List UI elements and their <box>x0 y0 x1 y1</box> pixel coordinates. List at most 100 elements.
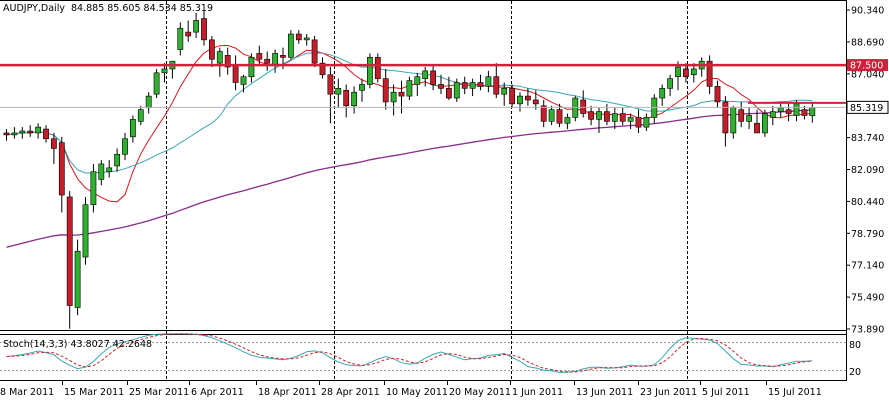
candle-body <box>43 128 49 140</box>
candle-body <box>461 82 468 89</box>
current-price-tag <box>846 100 889 114</box>
candle-body <box>477 82 484 87</box>
candle-body <box>98 163 105 180</box>
slow-moving-average-line <box>6 109 813 248</box>
candle-body <box>343 89 350 107</box>
candle-body <box>801 109 808 116</box>
candle-body <box>177 27 184 50</box>
candle-body <box>122 138 128 155</box>
candle-body <box>90 171 97 205</box>
candle-body <box>675 66 681 78</box>
candle-body <box>11 132 18 136</box>
candle-body <box>682 68 689 78</box>
stoch-signal-line <box>6 333 813 373</box>
candle-body <box>722 101 729 134</box>
date-tick-label: 23 Jun 2011 <box>640 387 697 398</box>
candle-body <box>295 33 302 41</box>
candle-body <box>374 57 381 79</box>
candle-body <box>398 91 405 97</box>
candle-body <box>580 99 587 114</box>
candle-body <box>58 142 65 196</box>
symbol-label: AUDJPY,Daily <box>3 3 65 14</box>
date-tick-label: 8 Mar 2011 <box>0 387 54 398</box>
stoch-level-label: 20 <box>849 367 861 378</box>
candle-body <box>643 117 650 128</box>
candle-body <box>145 95 152 109</box>
candle-body <box>809 107 816 117</box>
candle-body <box>548 109 555 122</box>
resistance-price-tag <box>847 59 888 72</box>
main-plot-area <box>0 0 846 331</box>
candle-body <box>659 88 666 99</box>
candle-body <box>509 88 515 105</box>
candle-body <box>390 91 397 103</box>
date-tick-label: 25 Mar 2011 <box>129 387 189 398</box>
candle-body <box>50 138 57 149</box>
candle-body <box>224 55 231 68</box>
candle-body <box>517 95 523 105</box>
price-tick-label: 90.340 <box>851 6 884 17</box>
candle-body <box>430 70 436 85</box>
time-axis: 8 Mar 2011 15 Mar 2011 25 Mar 2011 6 Apr 20… <box>0 381 822 398</box>
candle-body <box>738 109 745 122</box>
candle-body <box>485 76 492 87</box>
date-tick-label: 13 Jun 2011 <box>576 387 633 398</box>
candle-body <box>667 78 673 89</box>
stoch-main-line <box>6 333 813 373</box>
candle-body <box>445 88 452 99</box>
candle-body <box>311 39 318 64</box>
candle-body <box>161 68 168 74</box>
candle-body <box>327 74 334 95</box>
candle-body <box>74 250 81 308</box>
candle-body <box>469 82 476 89</box>
candle-body <box>532 99 539 105</box>
candle-body <box>627 117 634 122</box>
candle-body <box>730 107 737 134</box>
candle-body <box>3 132 10 136</box>
candle-body <box>754 122 760 134</box>
price-tick-label: 78.790 <box>851 229 884 240</box>
candle-body <box>438 84 444 89</box>
candle-body <box>264 58 271 64</box>
candle-body <box>406 80 413 97</box>
candle-body <box>690 68 697 76</box>
candle-body <box>493 76 500 95</box>
date-tick-label: 10 May 2011 <box>386 387 448 398</box>
candle-body <box>793 103 800 116</box>
candle-body <box>35 126 41 134</box>
candle-body <box>351 91 357 107</box>
candle-body <box>335 88 342 95</box>
candle-body <box>769 111 776 118</box>
candle-body <box>382 78 389 103</box>
candle-body <box>603 111 610 122</box>
candle-body <box>319 62 326 76</box>
stoch-label: Stoch(14,3,3) 43.8027 42.2648 <box>3 339 152 350</box>
candle-body <box>777 107 784 112</box>
price-tick-label: 73.890 <box>851 325 884 336</box>
date-tick-label: 20 May 2011 <box>449 387 511 398</box>
date-tick-label: 15 Jul 2011 <box>768 387 822 398</box>
candle-body <box>359 84 365 91</box>
stochastic-lines <box>0 333 846 373</box>
date-tick-label: 15 Mar 2011 <box>64 387 124 398</box>
date-tick-label: 5 Jul 2011 <box>702 387 750 398</box>
candle-body <box>185 31 192 37</box>
candle-body <box>153 72 160 95</box>
candle-body <box>287 33 294 58</box>
candle-body <box>564 117 571 124</box>
candle-body <box>82 204 89 258</box>
candle-body <box>248 57 255 78</box>
current-price-label: 85.319 <box>850 103 883 114</box>
candle-body <box>19 130 26 134</box>
candle-body <box>240 76 247 85</box>
date-tick-label: 18 Apr 2011 <box>258 387 317 398</box>
price-axis: 90.34088.69087.04085.39083.74082.09080.4… <box>846 6 889 378</box>
candle-body <box>280 55 286 58</box>
candle-body <box>137 109 144 122</box>
horizontal-lines <box>0 63 846 108</box>
price-tick-label: 80.440 <box>851 197 884 208</box>
candle-body <box>303 37 310 41</box>
date-tick-label: 6 Apr 2011 <box>191 387 244 398</box>
